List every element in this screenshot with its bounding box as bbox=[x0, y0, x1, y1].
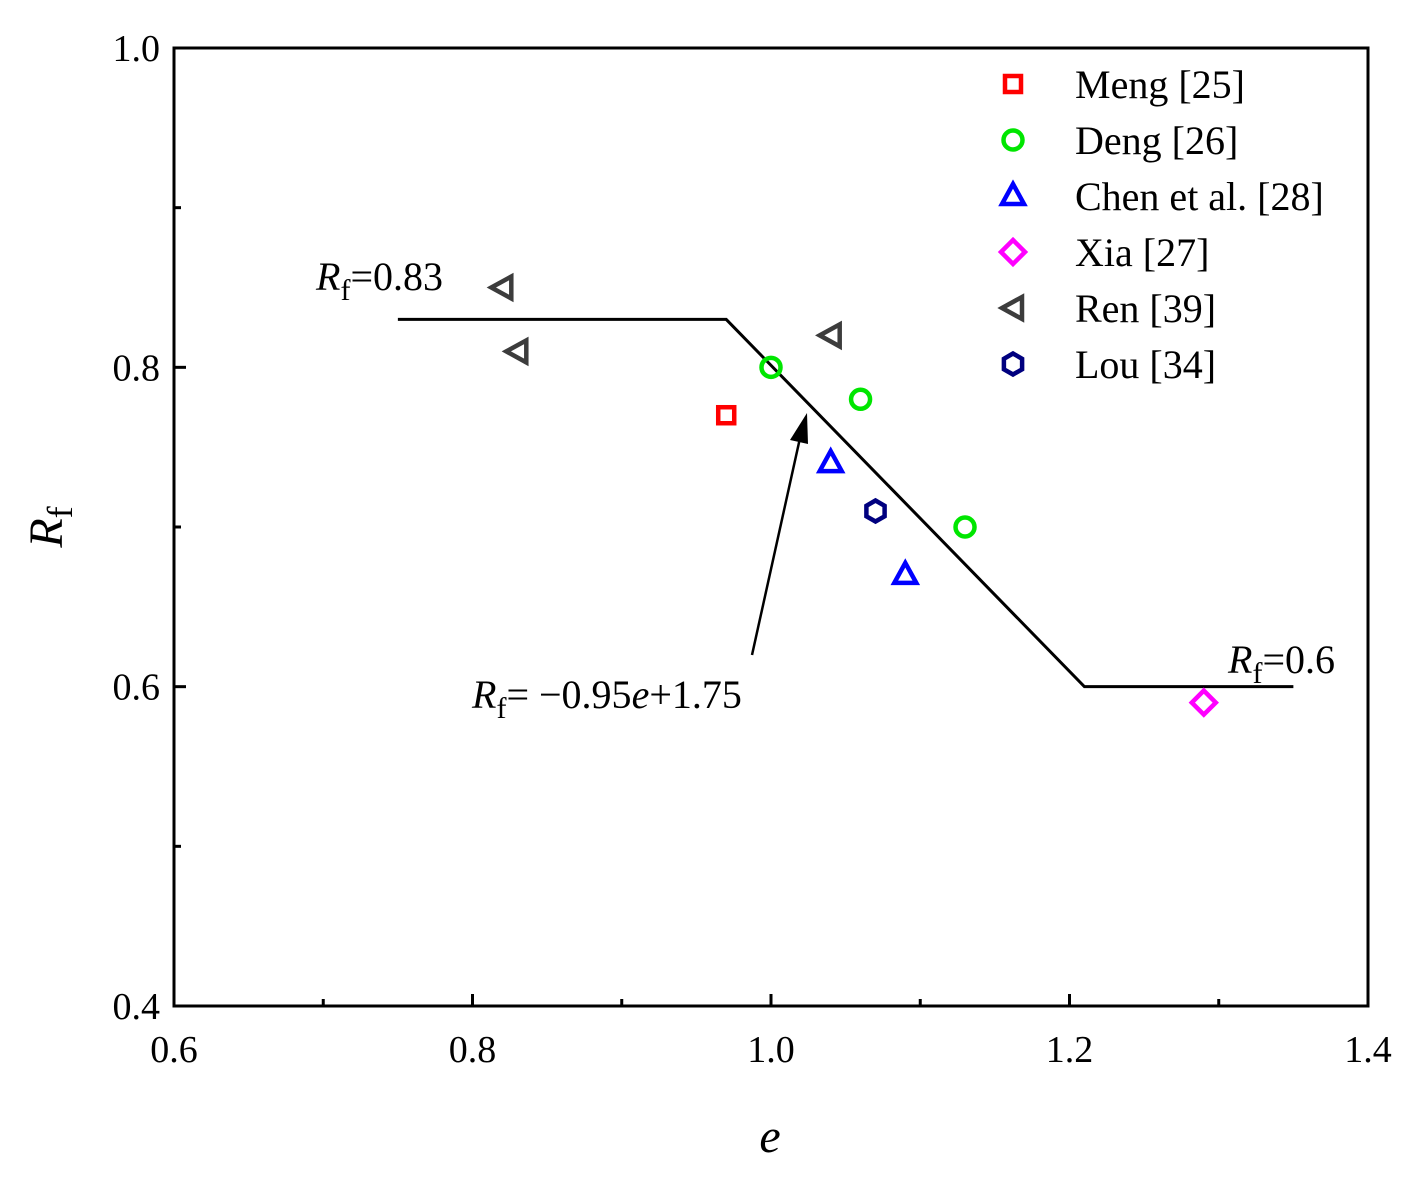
legend-marker-diamond bbox=[997, 236, 1029, 268]
plot-frame bbox=[172, 46, 1370, 1008]
annotation-arrow-shaft bbox=[750, 437, 802, 656]
legend-marker-circle bbox=[1001, 128, 1025, 152]
legend-label: Meng [25] bbox=[1075, 62, 1245, 107]
annotation-equation: Rf= −0.95e+1.75 bbox=[471, 672, 742, 725]
data-point-circle bbox=[848, 387, 873, 412]
data-point-circle bbox=[759, 355, 783, 380]
data-point-triangle-left bbox=[486, 272, 514, 303]
data-point-diamond bbox=[1188, 687, 1219, 718]
annotation-lower: Rf=0.6 bbox=[1227, 637, 1335, 690]
annotation-arrow-head bbox=[790, 413, 808, 444]
legend-label: Chen et al. [28] bbox=[1075, 174, 1324, 219]
data-point-square bbox=[715, 404, 737, 426]
annotation-upper: Rf=0.83 bbox=[315, 254, 443, 307]
legend-marker-triangle-left bbox=[997, 293, 1025, 323]
legend-label: Deng [26] bbox=[1075, 118, 1238, 163]
legend-marker-hexagon bbox=[1001, 350, 1025, 378]
legend: Meng [25] Deng [26] Chen et al. [28] Xia [2… bbox=[997, 62, 1324, 387]
data-point-circle bbox=[953, 515, 977, 539]
y-tick-label: 1.0 bbox=[113, 28, 161, 70]
data-point-triangle-left bbox=[815, 320, 842, 351]
fit-line-layer bbox=[397, 317, 1294, 689]
data-markers bbox=[486, 272, 1219, 718]
x-tick-label: 1.2 bbox=[1046, 1029, 1094, 1071]
y-tick-label: 0.4 bbox=[113, 986, 161, 1028]
legend-marker-square bbox=[1002, 73, 1024, 95]
data-point-hexagon bbox=[864, 497, 887, 525]
annotation-arrow bbox=[750, 413, 808, 656]
legend-label: Xia [27] bbox=[1075, 230, 1209, 275]
data-point-triangle-up bbox=[890, 558, 921, 586]
legend-marker-triangle-up bbox=[998, 179, 1028, 207]
data-point-triangle-up bbox=[815, 446, 846, 474]
fit-line bbox=[397, 317, 1294, 689]
tick-labels: 0.6 0.8 1.0 1.2 1.40.40.60.81.0 bbox=[113, 28, 1392, 1071]
x-axis-title: e bbox=[759, 1110, 780, 1163]
legend-label: Ren [39] bbox=[1075, 286, 1216, 331]
legend-label: Lou [34] bbox=[1075, 342, 1216, 387]
x-tick-label: 1.4 bbox=[1344, 1029, 1392, 1071]
y-tick-label: 0.6 bbox=[113, 667, 161, 709]
plot-border bbox=[172, 46, 1370, 1008]
data-point-triangle-left bbox=[501, 336, 529, 367]
x-tick-label: 1.0 bbox=[747, 1029, 795, 1071]
x-tick-label: 0.6 bbox=[150, 1029, 198, 1071]
y-tick-label: 0.8 bbox=[113, 347, 161, 389]
x-tick-label: 0.8 bbox=[449, 1029, 497, 1071]
y-axis-title: Rf bbox=[20, 506, 80, 548]
